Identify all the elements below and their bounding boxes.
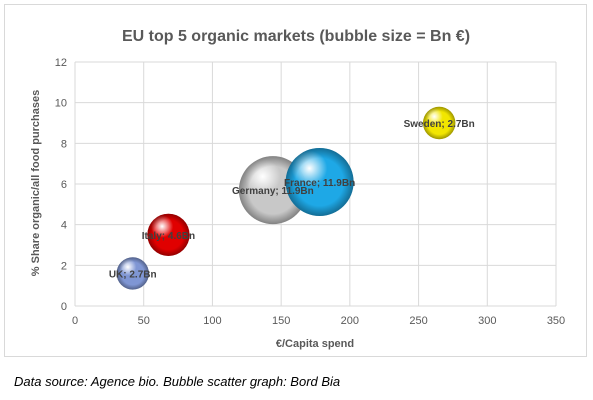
source-note: Data source: Agence bio. Bubble scatter …: [14, 374, 341, 389]
x-tick-label: 250: [409, 315, 427, 327]
bubble-data-label: UK; 2.7Bn: [109, 269, 157, 280]
bubble-shading: [285, 147, 354, 216]
bubble-data-label: Germany; 11.9Bn: [232, 186, 314, 197]
chart-frame: EU top 5 organic markets (bubble size = …: [4, 4, 587, 357]
y-tick-label: 6: [61, 179, 67, 191]
bubble-shading: [116, 257, 149, 290]
x-tick-label: 100: [203, 315, 221, 327]
y-tick-label: 12: [55, 57, 67, 69]
data-labels: UK; 2.7Bn Italy; 4.6Bn Germany; 11.9BnFran…: [109, 119, 475, 280]
y-tick-label: 10: [55, 98, 67, 110]
x-tick-label: 200: [341, 315, 359, 327]
x-tick-label: 300: [478, 315, 496, 327]
bubble-shading: [147, 213, 190, 256]
y-axis-label: % Share organic/all food purchases: [30, 90, 42, 276]
chart-title: EU top 5 organic markets (bubble size = …: [122, 28, 470, 45]
x-tick-label: 50: [138, 315, 150, 327]
y-tick-label: 4: [61, 220, 67, 232]
bubble-data-label: Sweden; 2.7Bn: [404, 119, 475, 130]
axes: 0 2 4 6 8 10 12 0 50 100 150 200 250 300 350: [55, 57, 565, 327]
y-tick-label: 2: [61, 260, 67, 272]
y-tick-label: 8: [61, 138, 67, 150]
bubble-chart: EU top 5 organic markets (bubble size = …: [30, 28, 565, 350]
bubble-data-label: France; 11.9Bn: [284, 178, 355, 189]
x-tick-label: 0: [72, 315, 78, 327]
x-axis-label: €/Capita spend: [276, 338, 354, 350]
x-tick-label: 350: [547, 315, 565, 327]
bubbles: [116, 106, 456, 290]
x-tick-label: 150: [272, 315, 290, 327]
bubble-data-label: Italy; 4.6Bn: [142, 231, 195, 242]
y-tick-label: 0: [61, 301, 67, 313]
bubble-shading: [422, 106, 456, 140]
